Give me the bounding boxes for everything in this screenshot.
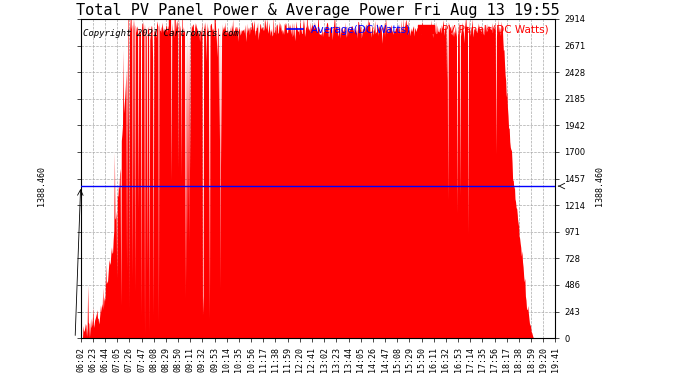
Legend: Average(DC Watts), PV Panels(DC Watts): Average(DC Watts), PV Panels(DC Watts) bbox=[283, 21, 553, 39]
Text: 1388.460: 1388.460 bbox=[37, 166, 46, 206]
Title: Total PV Panel Power & Average Power Fri Aug 13 19:55: Total PV Panel Power & Average Power Fri… bbox=[77, 3, 560, 18]
Text: 1388.460: 1388.460 bbox=[595, 166, 604, 206]
Text: Copyright 2021 Cartronics.com: Copyright 2021 Cartronics.com bbox=[83, 28, 239, 38]
